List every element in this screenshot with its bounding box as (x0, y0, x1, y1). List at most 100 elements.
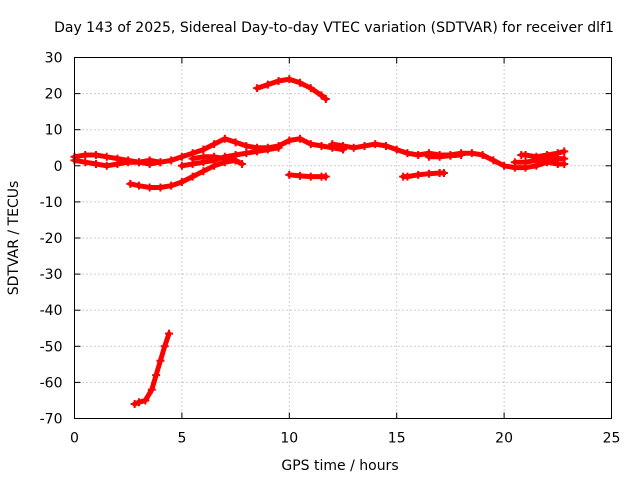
data-point-marker (321, 95, 330, 104)
data-point-marker (152, 371, 161, 380)
y-tick-label: -10 (40, 195, 63, 211)
data-point-marker (446, 151, 455, 160)
data-point-marker (145, 159, 154, 168)
data-point-marker (285, 75, 294, 84)
data-point-marker (560, 154, 569, 163)
data-point-marker (134, 158, 143, 167)
data-point-marker (478, 150, 487, 159)
y-tick-label: 30 (45, 51, 63, 67)
data-point-marker (167, 156, 176, 165)
data-point-marker (296, 134, 305, 143)
data-point-marker (285, 136, 294, 145)
data-point-marker (306, 84, 315, 93)
data-point-marker (134, 181, 143, 190)
data-point-marker (306, 140, 315, 149)
y-tick-label: -20 (40, 231, 63, 247)
data-point-marker (253, 84, 262, 93)
data-point-marker (145, 183, 154, 192)
data-point-marker (403, 172, 412, 181)
data-point-marker (147, 385, 156, 394)
data-point-marker (130, 400, 139, 409)
data-point-marker (521, 150, 530, 159)
x-tick-label: 10 (280, 431, 298, 447)
y-tick-label: -70 (40, 412, 63, 428)
data-point-marker (253, 147, 262, 156)
x-axis-label: GPS time / hours (281, 458, 398, 474)
data-point-marker (188, 172, 197, 181)
data-point-marker (424, 169, 433, 178)
series-line (426, 152, 464, 160)
data-point-marker (560, 147, 569, 156)
x-tick-label: 15 (388, 431, 406, 447)
data-point-marker (102, 152, 111, 161)
data-point-marker (467, 149, 476, 158)
data-point-marker (349, 143, 358, 152)
data-point-marker (403, 149, 412, 158)
data-point-marker (160, 342, 169, 351)
data-point-marker (317, 141, 326, 150)
data-point-marker (414, 150, 423, 159)
data-point-marker (156, 356, 165, 365)
data-point-marker (328, 140, 337, 149)
chart-title: Day 143 of 2025, Sidereal Day-to-day VTE… (54, 20, 614, 36)
data-point-marker (231, 156, 240, 165)
y-tick-label: 0 (54, 159, 63, 175)
data-point-marker (274, 143, 283, 152)
series-line (179, 145, 282, 169)
data-point-marker (199, 145, 208, 154)
data-point-marker (381, 141, 390, 150)
data-point-marker (91, 150, 100, 159)
data-point-marker (489, 156, 498, 165)
data-point-marker (457, 150, 466, 159)
series-arc-2 (70, 156, 165, 170)
data-point-marker (360, 141, 369, 150)
data-point-marker (141, 396, 150, 405)
data-point-marker (543, 154, 552, 163)
data-point-marker (220, 134, 229, 143)
data-point-marker (210, 161, 219, 170)
data-point-marker (500, 161, 509, 170)
data-point-marker (167, 181, 176, 190)
data-point-marker (306, 172, 315, 181)
data-point-marker (392, 145, 401, 154)
y-axis-label: SDTVAR / TECUs (6, 181, 22, 296)
data-point-marker (91, 159, 100, 168)
y-tick-label: -60 (40, 375, 63, 391)
data-point-marker (124, 158, 133, 167)
data-point-marker (134, 398, 143, 407)
data-point-marker (371, 140, 380, 149)
grid-lines (74, 57, 612, 419)
data-point-marker (521, 158, 530, 167)
series-arc-5 (126, 156, 240, 192)
series-arc-1 (70, 134, 347, 167)
x-tick-label: 5 (177, 431, 186, 447)
y-tick-label: -50 (40, 339, 63, 355)
data-point-marker (263, 80, 272, 89)
data-point-marker (156, 158, 165, 167)
data-point-marker (238, 159, 247, 168)
series-arc-10 (424, 150, 466, 161)
data-point-marker (177, 161, 186, 170)
data-point-marker (177, 152, 186, 161)
y-tick-label: -30 (40, 267, 63, 283)
data-point-marker (199, 152, 208, 161)
data-point-marker (231, 138, 240, 147)
series-arc-9 (399, 169, 448, 181)
y-tick-label: -40 (40, 303, 63, 319)
data-point-marker (321, 172, 330, 181)
data-point-marker (188, 154, 197, 163)
data-point-marker (424, 152, 433, 161)
data-point-marker (263, 145, 272, 154)
data-point-marker (220, 158, 229, 167)
data-point-marker (296, 171, 305, 180)
x-tick-label: 25 (603, 431, 621, 447)
data-point-marker (414, 170, 423, 179)
data-point-marker (126, 179, 135, 188)
data-point-marker (242, 141, 251, 150)
y-tick-label: 10 (45, 123, 63, 139)
data-point-marker (242, 149, 251, 158)
data-point-marker (102, 161, 111, 170)
data-point-marker (296, 78, 305, 87)
data-point-marker (113, 159, 122, 168)
